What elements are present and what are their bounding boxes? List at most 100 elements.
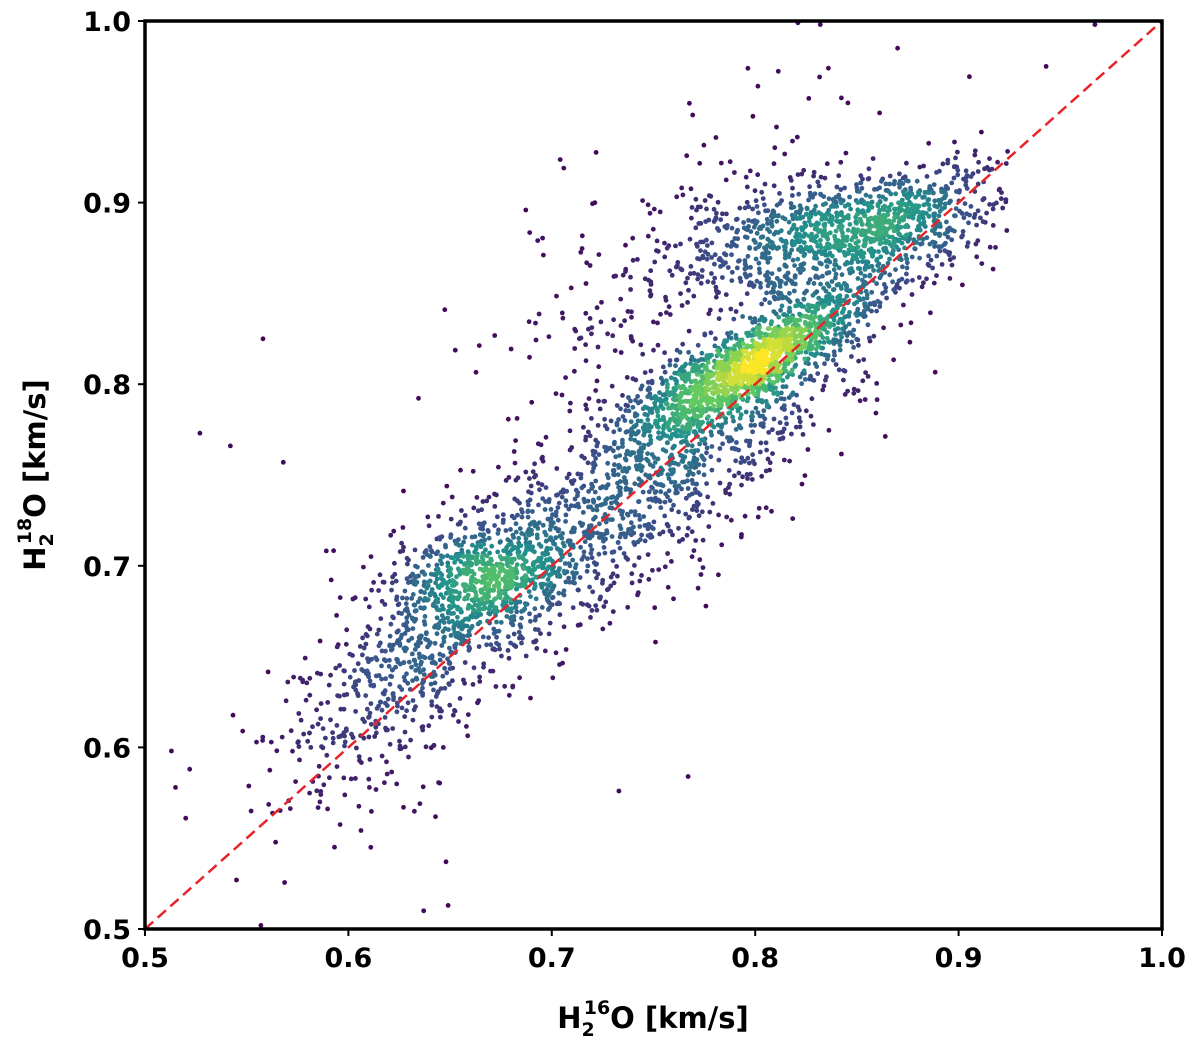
data-point — [816, 275, 821, 280]
data-point — [681, 364, 687, 369]
data-point — [674, 194, 680, 200]
data-point — [572, 496, 578, 502]
data-point — [492, 523, 497, 528]
data-point — [798, 248, 804, 254]
data-point — [533, 320, 538, 326]
data-point — [829, 295, 835, 300]
data-point — [608, 517, 613, 522]
data-point — [651, 206, 657, 212]
data-point — [421, 667, 426, 673]
data-point — [576, 504, 582, 510]
data-point — [717, 374, 722, 380]
data-point — [753, 240, 758, 245]
data-point — [560, 315, 566, 321]
data-point — [709, 432, 714, 438]
data-point — [473, 546, 479, 552]
data-point — [949, 262, 955, 268]
data-point — [812, 226, 818, 232]
data-point — [343, 641, 349, 647]
data-point — [514, 609, 520, 615]
data-point — [811, 265, 817, 271]
data-point — [424, 630, 429, 635]
data-point — [780, 215, 786, 221]
data-point — [628, 520, 634, 526]
data-point — [527, 354, 532, 360]
data-point — [369, 587, 374, 593]
data-point — [797, 424, 803, 430]
data-point — [758, 284, 763, 290]
data-point — [529, 520, 535, 526]
data-point — [396, 628, 401, 634]
data-point — [488, 602, 494, 608]
data-point — [465, 712, 471, 717]
data-point — [373, 724, 379, 730]
data-point — [450, 578, 455, 583]
data-point — [589, 608, 595, 613]
data-point — [918, 241, 923, 247]
data-point — [819, 216, 825, 221]
data-point — [385, 696, 391, 702]
data-point — [348, 776, 354, 782]
data-point — [283, 698, 289, 704]
data-point — [712, 261, 717, 267]
data-point — [626, 408, 632, 414]
data-point — [504, 569, 509, 574]
data-point — [924, 276, 929, 282]
data-point — [769, 245, 775, 251]
data-point — [865, 374, 871, 379]
data-point — [965, 240, 971, 246]
data-point — [503, 478, 509, 483]
data-point — [716, 572, 721, 578]
data-point — [818, 192, 824, 198]
data-point — [665, 421, 671, 427]
data-point — [652, 394, 658, 399]
data-point — [876, 232, 881, 238]
data-point — [789, 357, 795, 363]
data-point — [909, 292, 915, 297]
data-point — [809, 396, 815, 402]
data-point — [695, 342, 701, 348]
data-point — [900, 264, 905, 270]
data-point — [533, 337, 539, 343]
data-point — [280, 459, 286, 465]
data-point — [496, 464, 501, 470]
data-point — [744, 472, 750, 477]
data-point — [861, 357, 867, 362]
data-point — [652, 400, 658, 406]
data-point — [718, 160, 724, 166]
data-point — [513, 438, 518, 443]
data-point — [700, 537, 706, 543]
data-point — [968, 174, 974, 180]
data-point — [609, 505, 615, 511]
data-point — [609, 500, 614, 506]
data-point — [432, 640, 438, 646]
data-point — [480, 634, 486, 640]
data-point — [447, 589, 453, 595]
data-point — [456, 719, 461, 724]
data-point — [856, 342, 861, 348]
data-point — [858, 312, 863, 317]
data-point — [476, 542, 482, 548]
data-point — [426, 563, 431, 568]
data-point — [949, 237, 955, 243]
data-point — [530, 469, 536, 475]
data-point — [374, 657, 380, 663]
data-point — [725, 265, 731, 270]
data-point — [744, 199, 750, 205]
data-point — [676, 525, 681, 531]
data-point — [412, 808, 417, 814]
data-point — [680, 424, 685, 430]
data-point — [344, 728, 349, 733]
data-point — [671, 467, 676, 473]
data-point — [720, 275, 725, 280]
data-point — [376, 703, 381, 709]
data-point — [493, 684, 499, 689]
data-point — [390, 642, 396, 648]
data-point — [700, 419, 705, 425]
data-point — [600, 626, 606, 632]
data-point — [579, 523, 585, 528]
data-point — [426, 523, 432, 529]
data-point — [820, 335, 826, 341]
data-point — [892, 240, 897, 246]
data-point — [786, 230, 792, 236]
